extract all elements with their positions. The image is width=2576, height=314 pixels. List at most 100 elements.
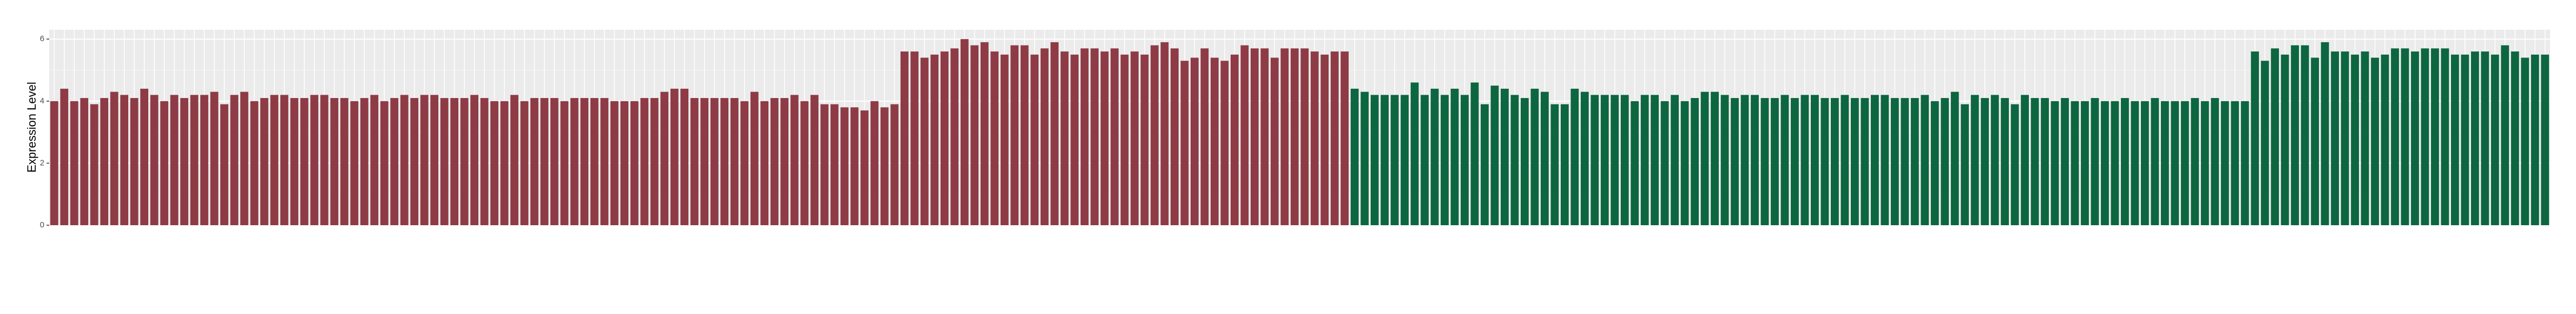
bar — [1310, 51, 1319, 225]
bar — [620, 101, 629, 225]
bar — [2151, 98, 2159, 225]
bar — [820, 104, 829, 225]
bar — [1961, 104, 1969, 225]
y-axis-title: Expression Level — [25, 82, 38, 173]
bar — [1151, 45, 1159, 226]
bar — [1791, 98, 1799, 225]
bar — [1570, 88, 1579, 225]
bar — [780, 98, 788, 225]
bar — [2411, 51, 2419, 225]
bar — [1361, 91, 1369, 225]
bar — [50, 101, 58, 225]
bar — [370, 95, 379, 225]
bar — [960, 39, 969, 225]
bar — [920, 57, 929, 226]
bar — [2200, 101, 2209, 225]
bar — [1921, 95, 1929, 225]
bar — [320, 95, 328, 225]
bar — [2180, 101, 2189, 225]
bar — [1600, 95, 1609, 225]
bar — [1950, 91, 1959, 225]
bar — [310, 95, 319, 225]
bar — [1110, 48, 1119, 225]
bar — [470, 95, 478, 225]
bar — [1290, 48, 1299, 225]
bar — [170, 95, 179, 225]
bar — [1410, 82, 1419, 225]
bar — [940, 51, 949, 225]
bar — [2501, 45, 2509, 226]
bar — [1910, 98, 1919, 225]
bar — [710, 98, 719, 225]
bar — [300, 98, 308, 225]
bar — [2260, 61, 2269, 226]
bar — [270, 95, 279, 225]
bar — [1740, 95, 1749, 225]
bar — [1220, 61, 1229, 226]
bar — [2111, 101, 2119, 225]
bar — [1260, 48, 1269, 225]
bar — [380, 101, 389, 225]
bar — [110, 91, 119, 225]
bar — [1490, 86, 1499, 225]
bar — [1560, 104, 1569, 225]
bar — [1180, 61, 1189, 226]
bar — [2341, 51, 2349, 225]
bar — [130, 98, 139, 225]
bar — [1010, 45, 1019, 226]
bar — [2211, 98, 2219, 225]
bar — [1350, 88, 1359, 225]
bar — [2381, 54, 2389, 225]
bar — [2281, 54, 2289, 225]
bar — [360, 98, 369, 225]
bar — [1941, 98, 1949, 225]
bar — [550, 98, 558, 225]
bar — [1981, 98, 1989, 225]
bar — [1850, 98, 1859, 225]
bar — [1370, 95, 1379, 225]
bar — [650, 98, 659, 225]
bar — [1210, 57, 1219, 226]
bar — [1520, 98, 1529, 225]
bar — [1191, 57, 1199, 226]
bar — [2061, 98, 2069, 225]
bar — [840, 107, 849, 225]
bar — [1481, 104, 1489, 225]
bar — [1711, 91, 1719, 225]
bar — [2481, 51, 2489, 225]
bar — [2141, 101, 2149, 225]
bar — [210, 91, 219, 225]
bar — [480, 98, 489, 225]
bar — [1160, 42, 1169, 226]
bar — [180, 98, 188, 225]
bar — [2160, 101, 2169, 225]
bar — [450, 98, 458, 225]
bar — [2240, 101, 2249, 225]
bar — [2431, 48, 2439, 225]
bar — [1771, 98, 1779, 225]
bar — [2220, 101, 2229, 225]
bar — [1040, 48, 1049, 225]
bar — [580, 98, 589, 225]
bar — [410, 98, 419, 225]
bar — [1250, 48, 1259, 225]
bar — [2271, 48, 2279, 225]
bar — [1881, 95, 1889, 225]
bar — [930, 54, 939, 225]
bar — [1550, 104, 1559, 225]
bar — [1300, 48, 1309, 225]
bar — [1870, 95, 1879, 225]
bar — [430, 95, 439, 225]
bar — [1841, 95, 1849, 225]
bar — [1611, 95, 1619, 225]
bar — [70, 101, 78, 225]
bar — [390, 98, 399, 225]
bar — [980, 42, 989, 226]
bar — [2441, 48, 2449, 225]
bar — [670, 88, 679, 225]
bar — [1070, 54, 1079, 225]
bar — [1100, 51, 1109, 225]
bar — [1200, 48, 1209, 225]
